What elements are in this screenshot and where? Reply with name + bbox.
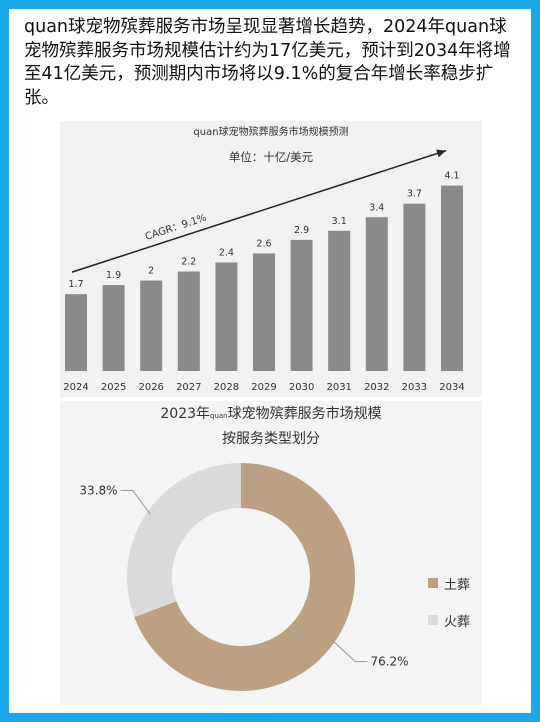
bar-value-label: 1.9 xyxy=(106,270,121,281)
bar-value-label: 3.1 xyxy=(332,216,347,227)
x-tick-label: 2030 xyxy=(289,382,314,393)
bar-chart: quan球宠物殡葬服务市场规模预测 单位：十亿/美元 1.7 2024 1.9 202… xyxy=(63,125,464,393)
legend-item-cremation: 火葬 xyxy=(428,610,488,630)
donut-chart-panel: 2023年quan球宠物殡葬服务市场规模 按服务类型划分 76.2% 33.8% xyxy=(60,401,482,705)
legend-label-burial: 土葬 xyxy=(444,577,471,593)
slice-label: 33.8% xyxy=(79,483,117,497)
headline-text: quan球宠物殡葬服务市场呈现显著增长趋势，2024年quan球宠物殡葬服务市场… xyxy=(24,17,511,108)
legend-item-burial: 土葬 xyxy=(428,573,488,593)
bar-chart-panel: quan球宠物殡葬服务市场规模预测 单位：十亿/美元 1.7 2024 1.9 202… xyxy=(60,121,482,397)
bar-value-label: 2.9 xyxy=(294,225,309,236)
bar-value-label: 2.4 xyxy=(219,247,234,258)
bar-value-label: 3.4 xyxy=(369,202,384,213)
bar-2030 xyxy=(290,239,313,371)
bar-value-label: 4.1 xyxy=(444,171,459,182)
slice-label: 76.2% xyxy=(370,655,408,669)
x-tick-label: 2029 xyxy=(251,382,276,393)
donut-chart-title-line1: 2023年quan球宠物殡葬服务市场规模 xyxy=(160,405,381,422)
bar-chart-subtitle: 单位：十亿/美元 xyxy=(229,150,314,164)
donut-chart: 2023年quan球宠物殡葬服务市场规模 按服务类型划分 76.2% 33.8% xyxy=(79,405,409,691)
cagr-arrow-line xyxy=(71,149,447,273)
bar-chart-title: quan球宠物殡葬服务市场规模预测 xyxy=(193,125,348,138)
x-tick-label: 2025 xyxy=(101,382,126,393)
x-tick-label: 2032 xyxy=(364,382,389,393)
donut-slice-0 xyxy=(134,463,355,691)
cagr-arrow-head xyxy=(436,149,446,158)
x-tick-label: 2024 xyxy=(63,382,88,393)
x-tick-label: 2033 xyxy=(402,382,427,393)
bar-2028 xyxy=(215,262,238,371)
bar-value-label: 2.6 xyxy=(256,238,271,249)
bar-2027 xyxy=(177,271,200,371)
x-tick-label: 2026 xyxy=(138,382,163,393)
legend-swatch-burial xyxy=(428,578,438,588)
x-tick-label: 2027 xyxy=(176,382,201,393)
x-tick-label: 2028 xyxy=(214,382,239,393)
bar-value-label: 2.2 xyxy=(181,257,196,268)
bar-2025 xyxy=(102,285,125,371)
bar-value-label: 1.7 xyxy=(68,279,83,290)
x-tick-label: 2031 xyxy=(326,382,351,393)
bar-value-label: 3.7 xyxy=(407,189,422,200)
bar-value-label: 2 xyxy=(148,266,154,277)
bar-2031 xyxy=(328,230,351,371)
bar-2034 xyxy=(441,185,463,371)
legend-swatch-cremation xyxy=(428,615,438,625)
slice-leader-line xyxy=(331,639,368,663)
bar-2029 xyxy=(253,253,275,371)
bar-2032 xyxy=(365,217,388,371)
bar-2024 xyxy=(65,294,87,371)
bar-2026 xyxy=(140,280,163,371)
donut-chart-title-line2: 按服务类型划分 xyxy=(222,431,320,447)
bar-2033 xyxy=(403,203,426,371)
slice-leader-line xyxy=(120,489,151,515)
legend-label-cremation: 火葬 xyxy=(444,614,471,630)
x-tick-label: 2034 xyxy=(439,382,464,393)
donut-slice-1 xyxy=(126,463,241,618)
